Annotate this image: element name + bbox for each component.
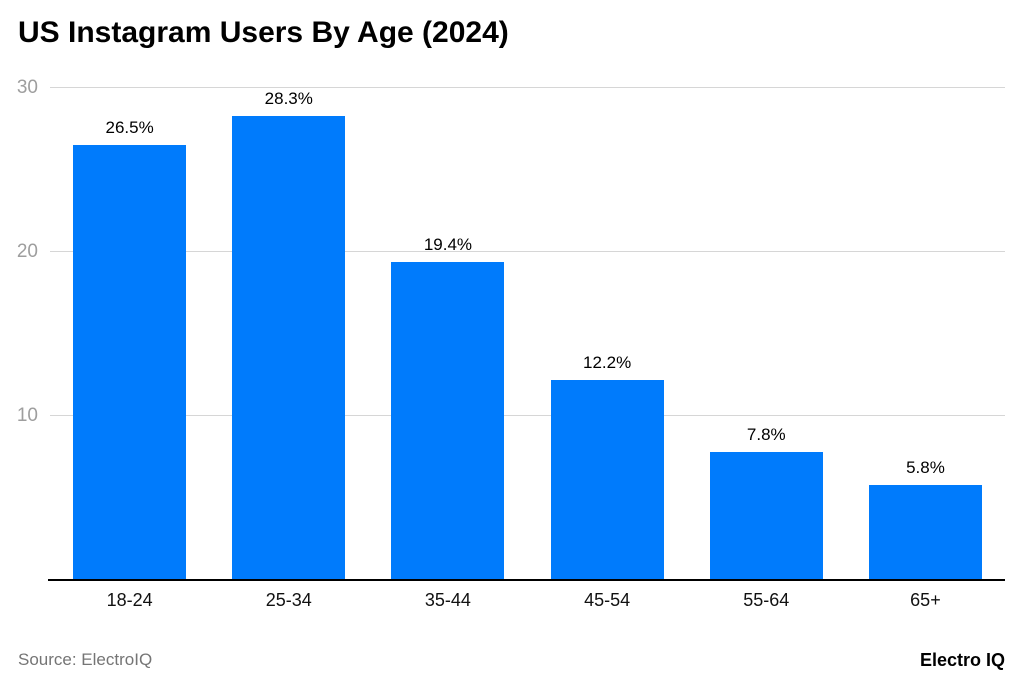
x-axis-label-45-54: 45-54 (584, 590, 631, 610)
gridline-30 (50, 87, 1005, 88)
x-axis-labels: 18-24 25-34 35-44 45-54 55-64 65+ (50, 590, 1005, 611)
y-tick-label: 30 (16, 77, 38, 98)
chart-title: US Instagram Users By Age (2024) (18, 16, 509, 49)
gridline-10 (50, 415, 1005, 416)
bar-value-label: 12.2% (583, 352, 632, 372)
bar-55-64 (709, 452, 823, 580)
bar-25-34 (232, 115, 346, 580)
bar-group-35-44: 19.4% (368, 88, 527, 580)
x-axis-label-25-34: 25-34 (265, 590, 312, 610)
gridline-20 (50, 251, 1005, 252)
bar-value-label: 5.8% (906, 457, 945, 477)
bar-value-label: 19.4% (423, 234, 473, 254)
bars-layer: 26.5% 28.3% 19.4% 12.2% 7.8% 5.8% (50, 88, 1005, 580)
bar-65+ (868, 484, 982, 580)
bar-value-label: 28.3% (264, 88, 313, 108)
x-axis-label-18-24: 18-24 (106, 590, 153, 610)
bar-group-18-24: 26.5% (50, 88, 209, 580)
plot-area: 10 20 30 26.5% 28.3% 19.4% 12.2% 7.8% 5.8% (17, 77, 1005, 581)
y-tick-label: 10 (16, 405, 38, 426)
bar-group-25-34: 28.3% (209, 88, 368, 580)
x-axis-line (48, 579, 1005, 581)
bar-18-24 (73, 145, 187, 580)
source-attribution: Source: ElectroIQ (18, 650, 153, 669)
bar-value-label: 7.8% (746, 425, 786, 445)
y-tick-label: 20 (16, 241, 38, 262)
x-axis-label-65+: 65+ (910, 590, 941, 610)
bar-35-44 (391, 261, 505, 580)
bar-value-label: 26.5% (105, 118, 154, 138)
brand-logo: Electro IQ (919, 650, 1005, 670)
x-axis-label-35-44: 35-44 (424, 590, 471, 610)
bar-group-55-64: 7.8% (687, 88, 846, 580)
x-axis-label-55-64: 55-64 (743, 590, 790, 610)
bar-45-54 (550, 379, 664, 580)
bar-group-65+: 5.8% (846, 88, 1005, 580)
bar-group-45-54: 12.2% (528, 88, 687, 580)
